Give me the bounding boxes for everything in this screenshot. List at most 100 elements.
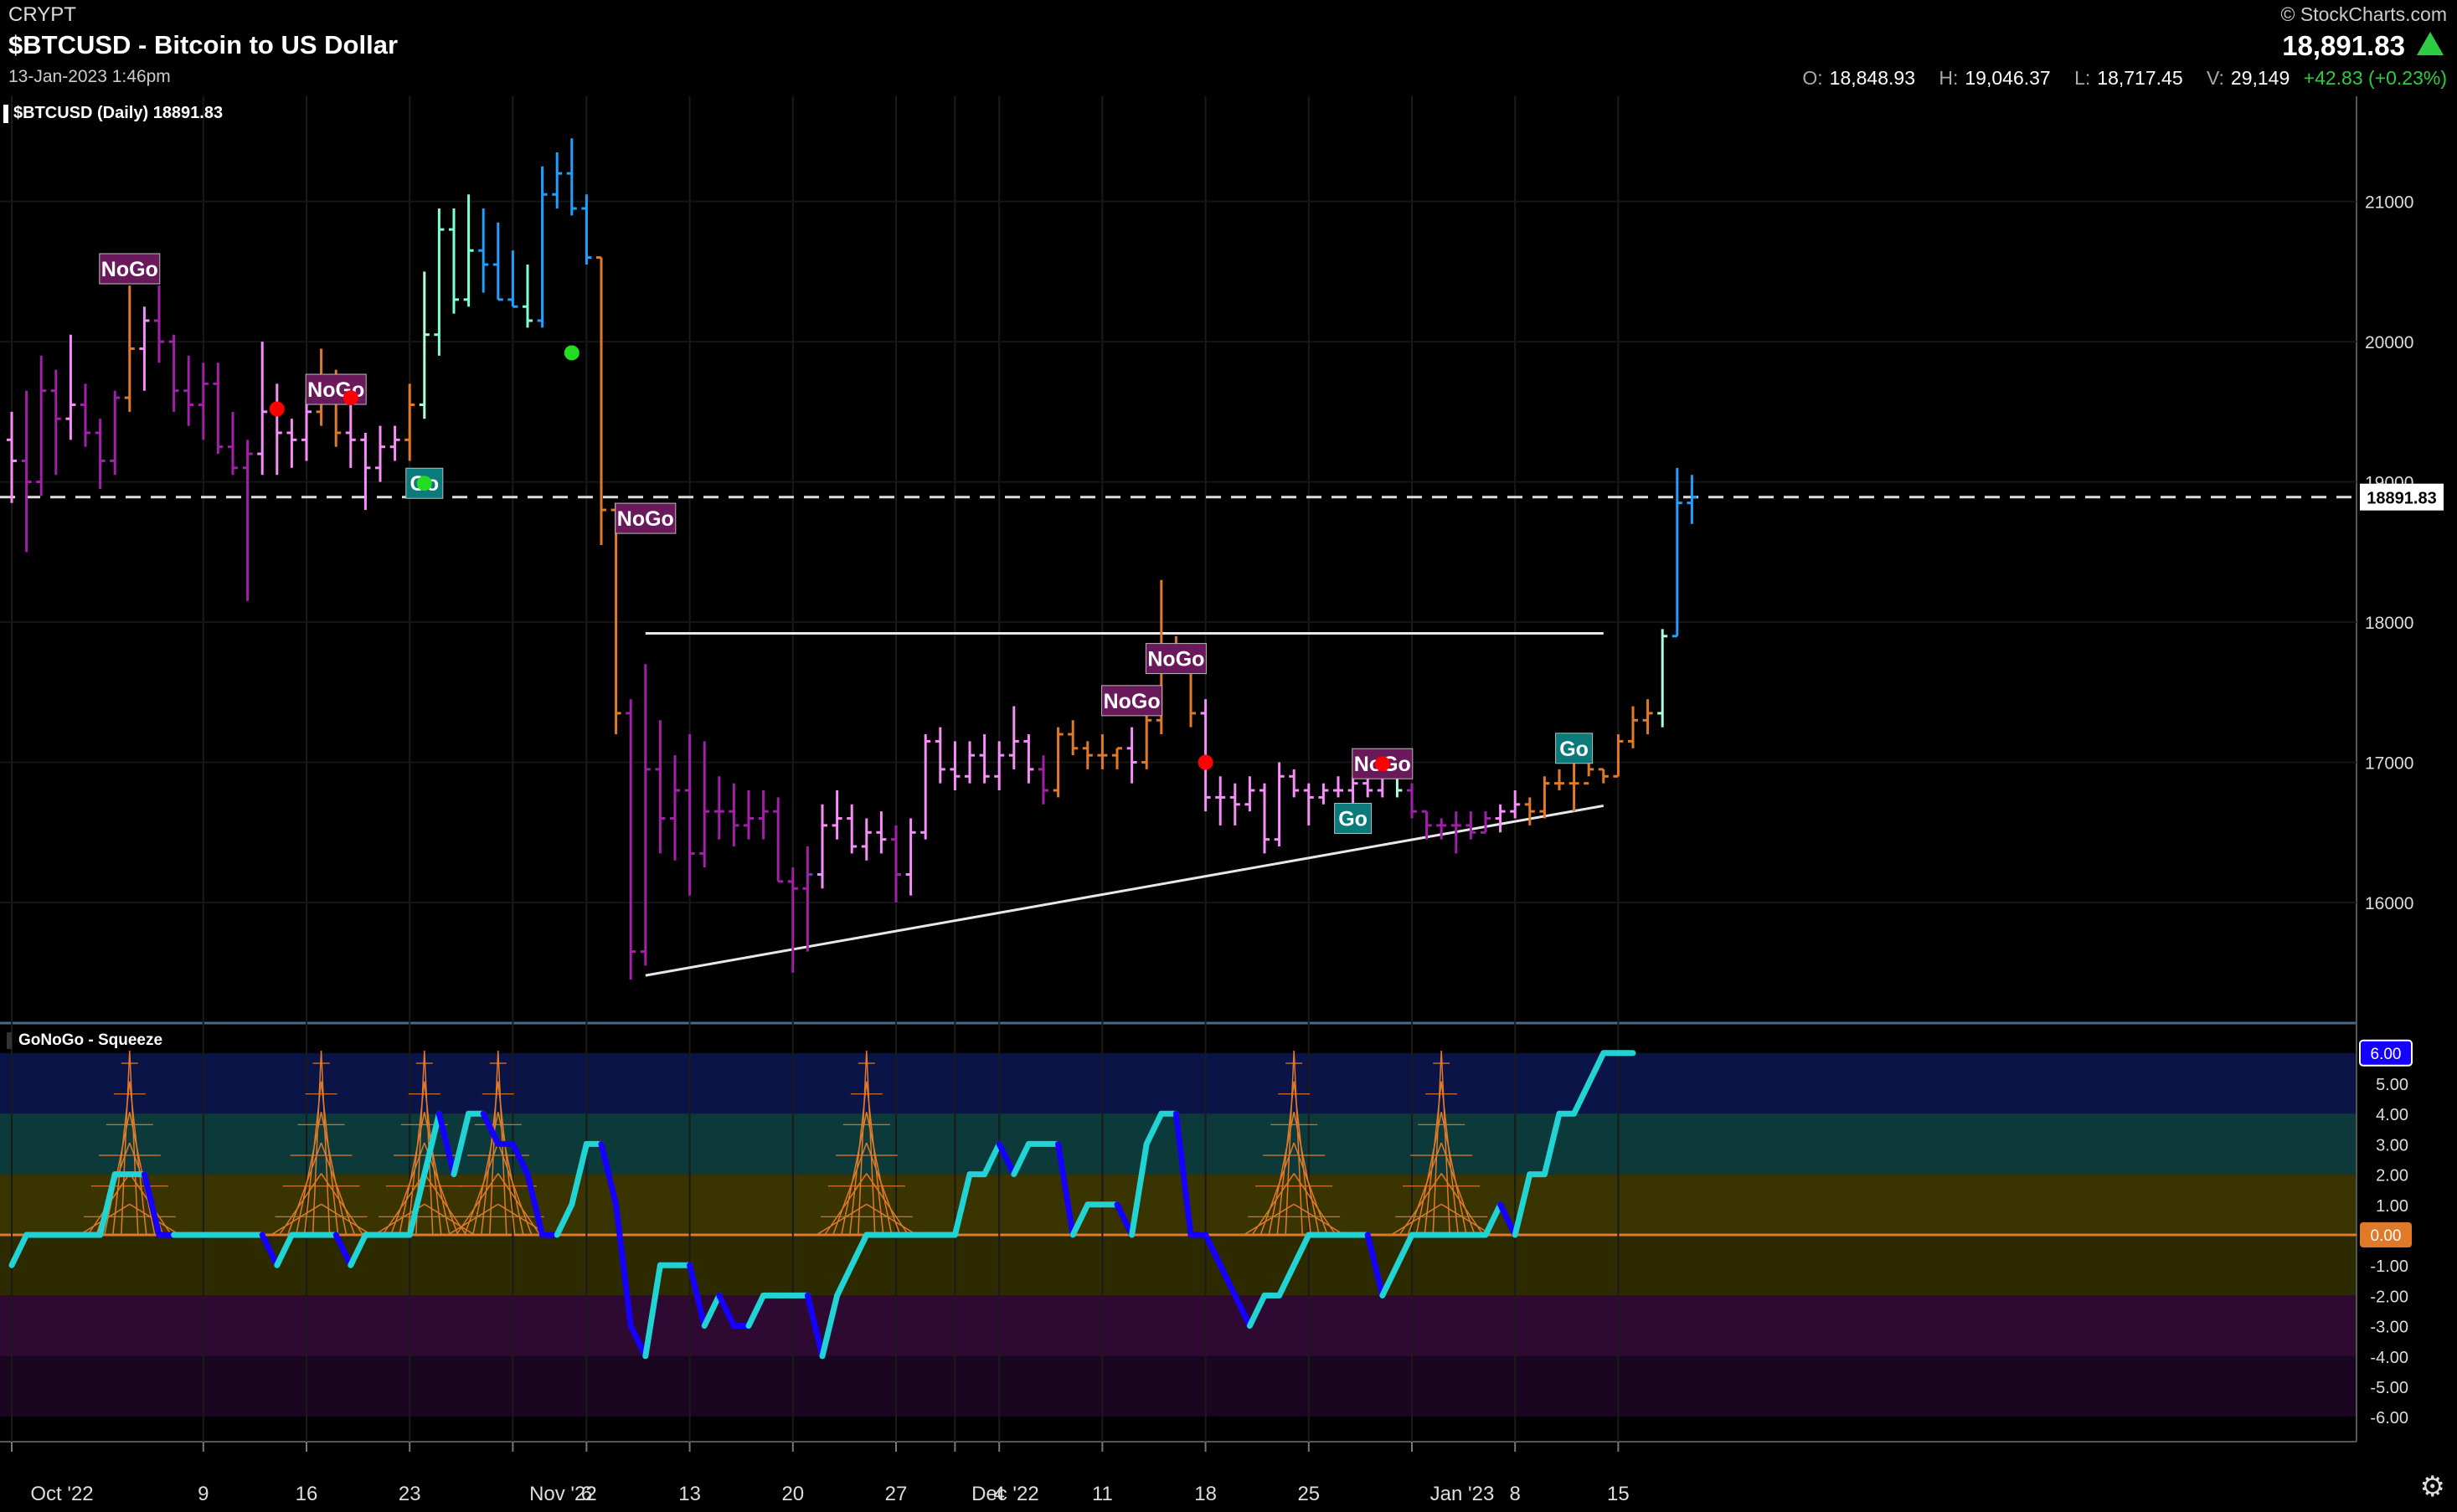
squeeze-ray (866, 1203, 918, 1236)
ohlc-bar (965, 741, 975, 784)
osc-tick-label: -6.00 (2370, 1409, 2408, 1427)
ohlc-bar (1481, 811, 1491, 834)
ohlc-bar (596, 256, 606, 545)
ohlc-bar (1450, 811, 1461, 854)
ohlc-bar (1628, 706, 1638, 748)
osc-segment (1069, 1201, 1091, 1238)
nogo-label: NoGo (1101, 685, 1163, 717)
squeeze-ray (1407, 1142, 1442, 1236)
label-box (1101, 685, 1163, 717)
ohlc-bar (154, 285, 164, 363)
squeeze-ray (832, 1142, 868, 1236)
squeeze-ray (286, 1142, 322, 1236)
signal-dot (343, 390, 358, 406)
ohlc-bar (744, 790, 754, 840)
ohlc-bar (1465, 811, 1476, 840)
ohlc-bar (950, 741, 961, 791)
osc-segment (687, 1262, 708, 1329)
ohlc-bar (1510, 790, 1521, 819)
ohlc-bar (920, 734, 931, 840)
ohlc-bar (183, 355, 194, 426)
ohlc-bar (1568, 755, 1579, 812)
osc-segment (1129, 1140, 1150, 1238)
indicator-panel-label: GoNoGo - Squeeze (7, 1031, 162, 1050)
squeeze-ray (321, 1203, 372, 1236)
grid (0, 96, 2357, 1443)
squeeze-mark (270, 1050, 372, 1236)
squeeze-ray (1243, 1203, 1295, 1236)
price-tag-text: 18891.83 (2367, 490, 2436, 508)
x-tick-label: 9 (198, 1483, 209, 1505)
ohlc-bar (935, 727, 945, 784)
osc-segment (642, 1262, 663, 1360)
zero-tag (2360, 1222, 2412, 1247)
squeeze-ray (1390, 1203, 1442, 1236)
osc-segment (1114, 1201, 1136, 1238)
label-text: Go (1338, 808, 1368, 831)
osc-segment (435, 1110, 457, 1178)
squeeze-ray (489, 1050, 499, 1236)
ohlc-bar (1554, 769, 1564, 791)
squeeze-ray (270, 1203, 322, 1236)
x-tick-label: Oct '22 (30, 1483, 93, 1505)
trend-lines (0, 496, 2357, 977)
ohlc-bar (80, 383, 90, 447)
osc-segment (848, 1232, 870, 1268)
ohlc-bar (979, 734, 990, 784)
squeeze-ray (390, 1142, 425, 1236)
open-value: 18,848.93 (1829, 67, 1915, 89)
ohlc-readout: O: 18,848.93 H: 19,046.37 L: 18,717.45 V: 29… (1784, 67, 2447, 90)
exchange-label: CRYPT (8, 3, 76, 26)
ohlc-bar (566, 138, 577, 216)
squeeze-ray (121, 1050, 131, 1236)
go-label: Go (1334, 803, 1373, 835)
label-box (1334, 803, 1373, 835)
label-text: NoGo (617, 507, 674, 531)
chart-datetime: 13-Jan-2023 1:46pm (8, 67, 171, 86)
ohlc-bar (110, 390, 121, 476)
brand-label[interactable]: © StockCharts.com (2280, 3, 2447, 25)
squeeze-ray (1251, 1173, 1295, 1236)
ohlc-bar (492, 222, 503, 301)
squeeze-ray (1440, 1203, 1492, 1236)
ohlc-bar (463, 194, 474, 307)
gear-icon[interactable]: ⚙ (2419, 1471, 2445, 1503)
osc-segment (1203, 1232, 1223, 1268)
label-box (1555, 733, 1594, 764)
squeeze-mark (447, 1050, 549, 1236)
ohlc-bar (552, 152, 563, 208)
last-price: 18,891.83 (2282, 30, 2405, 61)
ohlc-bar (1524, 797, 1535, 825)
ohlc-bar (994, 741, 1005, 791)
ohlc-bar (523, 264, 533, 328)
ohlc-bar (1318, 783, 1329, 805)
osc-segment (716, 1292, 737, 1329)
osc-tick-label: -1.00 (2370, 1257, 2408, 1276)
osc-segment (480, 1110, 502, 1147)
volume-label: V: (2207, 67, 2224, 89)
ohlc-bar (478, 208, 489, 293)
axes: 16000170001800019000200002100018891.835.… (11, 193, 2444, 1505)
x-tick-label: 11 (1092, 1483, 1113, 1505)
squeeze-ray (278, 1173, 322, 1236)
oscillator-line (8, 1050, 1636, 1360)
osc-segment (834, 1262, 855, 1299)
indicator-name: GoNoGo - Squeeze (18, 1031, 163, 1049)
ohlc-bar (1259, 783, 1270, 854)
osc-segment (1512, 1171, 1533, 1238)
zero-tag-text: 0.00 (2371, 1227, 2402, 1245)
ohlc-bar (905, 818, 916, 896)
squeeze-ray (382, 1173, 425, 1236)
ohlc-bar (434, 208, 445, 356)
osc-segment (613, 1201, 634, 1329)
y-tick-label: 18000 (2365, 614, 2413, 633)
ohlc-bar (95, 419, 106, 489)
ohlc-bar (213, 363, 224, 455)
osc-segment (421, 1110, 442, 1178)
volume-value: 29,149 (2230, 67, 2290, 89)
osc-segment (745, 1292, 767, 1329)
squeeze-ray (312, 1050, 322, 1236)
label-box (1352, 748, 1414, 779)
main-panel-label: $BTCUSD (Daily) 18891.83 (13, 104, 224, 122)
